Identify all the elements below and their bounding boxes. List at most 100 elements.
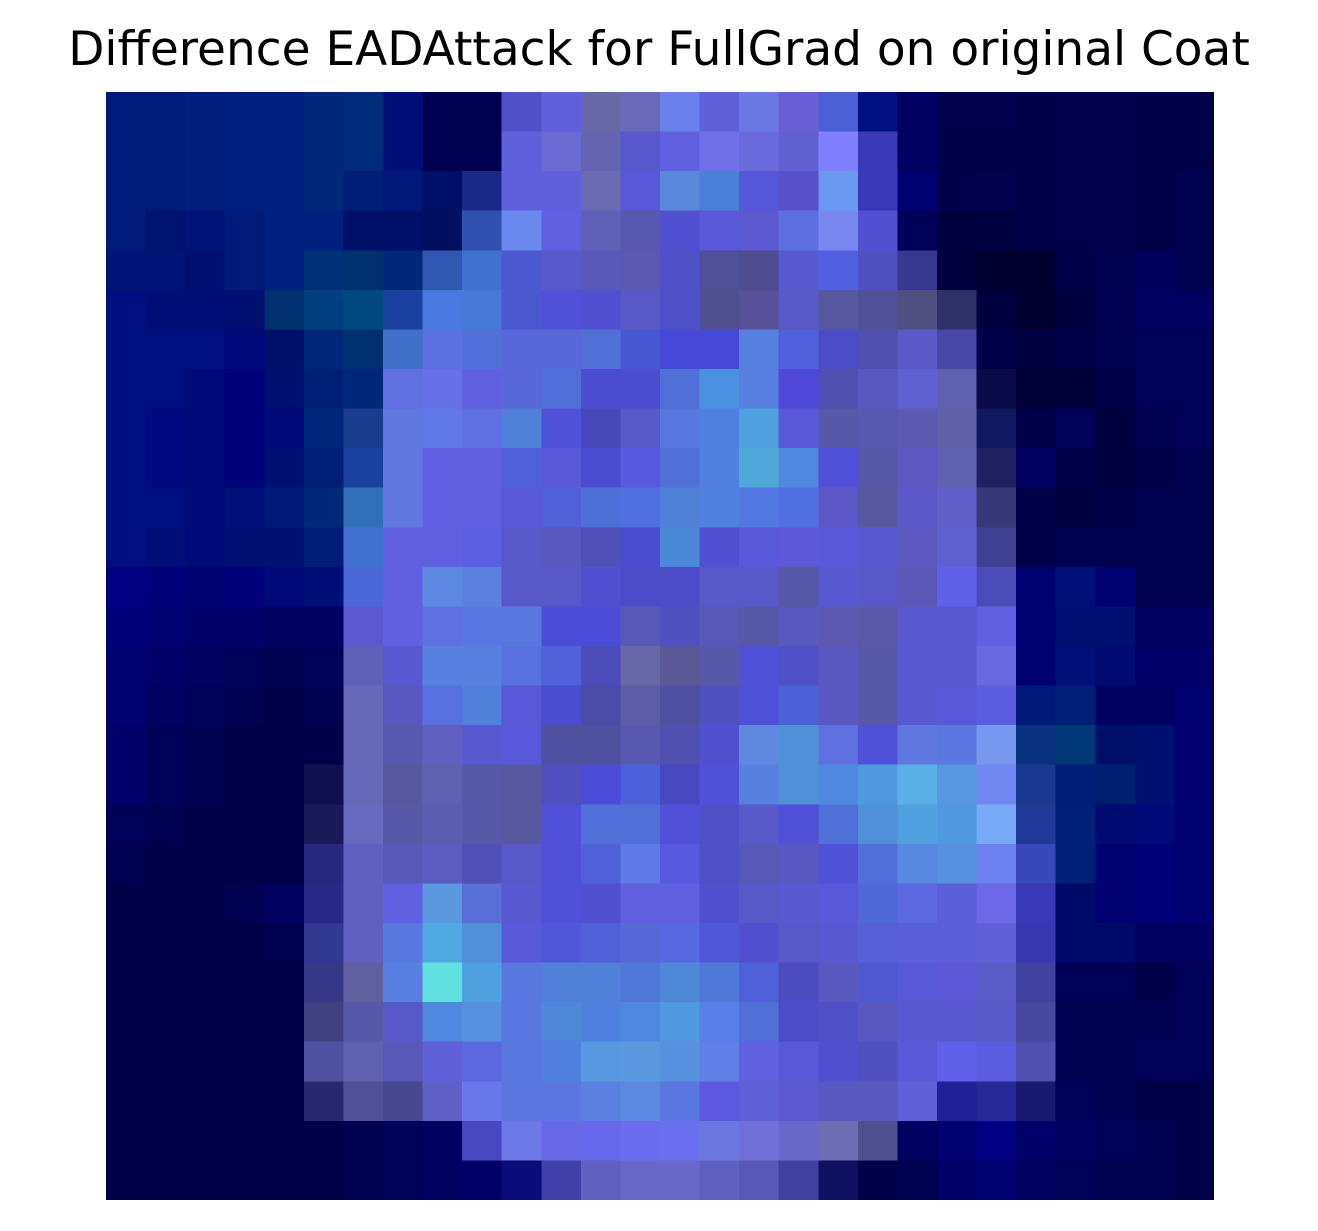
heatmap-cell-r18-c18	[818, 804, 859, 845]
heatmap-cell-r15-c11	[541, 685, 582, 726]
heatmap-cell-r19-c5	[303, 843, 345, 885]
heatmap-cell-r9-c17	[778, 448, 819, 489]
heatmap-cell-r7-c27	[1174, 369, 1214, 410]
heatmap-cell-r2-c19	[857, 171, 899, 212]
heatmap-cell-r9-c6	[343, 448, 384, 489]
heatmap-cell-r6-c20	[897, 329, 938, 370]
heatmap-cell-r2-c17	[778, 171, 819, 212]
heatmap-cell-r21-c14	[660, 923, 701, 964]
heatmap-cell-r8-c9	[462, 408, 503, 449]
heatmap-cell-r26-c17	[778, 1120, 819, 1162]
heatmap-cell-r1-c1	[145, 131, 186, 172]
heatmap-cell-r24-c27	[1174, 1041, 1214, 1082]
heatmap-cell-r10-c19	[857, 487, 899, 528]
heatmap-cell-r19-c0	[106, 843, 147, 885]
heatmap-cell-r19-c18	[818, 843, 859, 885]
heatmap-cell-r7-c7	[383, 369, 424, 410]
heatmap-cell-r6-c1	[145, 329, 186, 370]
heatmap-cell-r8-c4	[264, 408, 305, 449]
heatmap-cell-r21-c2	[185, 923, 226, 964]
heatmap-cell-r9-c20	[897, 448, 938, 489]
heatmap-cell-r13-c26	[1134, 606, 1176, 647]
heatmap-cell-r11-c23	[1016, 527, 1057, 568]
heatmap-cell-r19-c12	[580, 843, 622, 885]
heatmap-cell-r20-c21	[937, 883, 978, 924]
heatmap-cell-r27-c13	[620, 1160, 661, 1200]
heatmap-cell-r4-c24	[1055, 250, 1096, 291]
heatmap-cell-r25-c4	[264, 1081, 305, 1122]
heatmap-cell-r11-c7	[383, 527, 424, 568]
heatmap-cell-r10-c27	[1174, 487, 1214, 528]
heatmap-cell-r15-c14	[660, 685, 701, 726]
heatmap-cell-r5-c25	[1095, 289, 1136, 331]
heatmap-cell-r12-c9	[462, 566, 503, 608]
heatmap-cell-r9-c13	[620, 448, 661, 489]
heatmap-cell-r1-c21	[937, 131, 978, 172]
heatmap-cell-r24-c9	[462, 1041, 503, 1082]
heatmap-cell-r2-c25	[1095, 171, 1136, 212]
heatmap-cell-r1-c11	[541, 131, 582, 172]
heatmap-cell-r14-c20	[897, 646, 938, 687]
heatmap-cell-r20-c25	[1095, 883, 1136, 924]
heatmap-cell-r26-c22	[976, 1120, 1017, 1162]
heatmap-cell-r24-c26	[1134, 1041, 1176, 1082]
heatmap-cell-r5-c13	[620, 289, 661, 331]
heatmap-cell-r12-c14	[660, 566, 701, 608]
heatmap-cell-r18-c10	[501, 804, 542, 845]
heatmap-cell-r0-c15	[699, 92, 740, 133]
heatmap-cell-r11-c0	[106, 527, 147, 568]
heatmap-cell-r12-c5	[303, 566, 345, 608]
heatmap-cell-r3-c2	[185, 210, 226, 251]
heatmap-cell-r1-c19	[857, 131, 899, 172]
heatmap-cell-r19-c27	[1174, 843, 1214, 885]
heatmap-cell-r17-c14	[660, 764, 701, 805]
heatmap-cell-r20-c16	[739, 883, 780, 924]
heatmap-cell-r7-c18	[818, 369, 859, 410]
heatmap-cell-r15-c2	[185, 685, 226, 726]
heatmap-cell-r23-c0	[106, 1002, 147, 1043]
heatmap-cell-r1-c2	[185, 131, 226, 172]
heatmap-cell-r26-c16	[739, 1120, 780, 1162]
heatmap-cell-r15-c3	[224, 685, 265, 726]
heatmap-cell-r18-c1	[145, 804, 186, 845]
heatmap-cell-r10-c4	[264, 487, 305, 528]
heatmap-cell-r20-c4	[264, 883, 305, 924]
heatmap-cell-r21-c19	[857, 923, 899, 964]
heatmap-cell-r22-c0	[106, 962, 147, 1003]
heatmap-cell-r25-c25	[1095, 1081, 1136, 1122]
heatmap-cell-r2-c4	[264, 171, 305, 212]
heatmap-cell-r12-c2	[185, 566, 226, 608]
heatmap-cell-r16-c22	[976, 725, 1017, 766]
heatmap-cell-r24-c21	[937, 1041, 978, 1082]
heatmap-cell-r6-c21	[937, 329, 978, 370]
heatmap-cell-r3-c11	[541, 210, 582, 251]
heatmap-cell-r17-c19	[857, 764, 899, 805]
heatmap-cell-r8-c22	[976, 408, 1017, 449]
heatmap-cell-r0-c12	[580, 92, 622, 133]
heatmap-cell-r24-c22	[976, 1041, 1017, 1082]
heatmap-cell-r24-c24	[1055, 1041, 1096, 1082]
heatmap-cell-r26-c26	[1134, 1120, 1176, 1162]
heatmap-cell-r1-c26	[1134, 131, 1176, 172]
heatmap-cell-r25-c12	[580, 1081, 622, 1122]
heatmap-cell-r4-c14	[660, 250, 701, 291]
heatmap-cell-r2-c23	[1016, 171, 1057, 212]
heatmap-cell-r23-c6	[343, 1002, 384, 1043]
heatmap-cell-r22-c3	[224, 962, 265, 1003]
heatmap-cell-r5-c27	[1174, 289, 1214, 331]
heatmap-cell-r26-c8	[422, 1120, 463, 1162]
heatmap-cell-r19-c20	[897, 843, 938, 885]
heatmap-cell-r13-c27	[1174, 606, 1214, 647]
heatmap-cell-r8-c10	[501, 408, 542, 449]
heatmap-cell-r27-c25	[1095, 1160, 1136, 1200]
heatmap-cell-r11-c16	[739, 527, 780, 568]
heatmap-cell-r18-c19	[857, 804, 899, 845]
heatmap-cell-r5-c26	[1134, 289, 1176, 331]
heatmap-cell-r1-c8	[422, 131, 463, 172]
heatmap-cell-r11-c17	[778, 527, 819, 568]
heatmap-cell-r25-c20	[897, 1081, 938, 1122]
heatmap-cell-r16-c19	[857, 725, 899, 766]
heatmap-cell-r8-c17	[778, 408, 819, 449]
heatmap-cell-r10-c26	[1134, 487, 1176, 528]
